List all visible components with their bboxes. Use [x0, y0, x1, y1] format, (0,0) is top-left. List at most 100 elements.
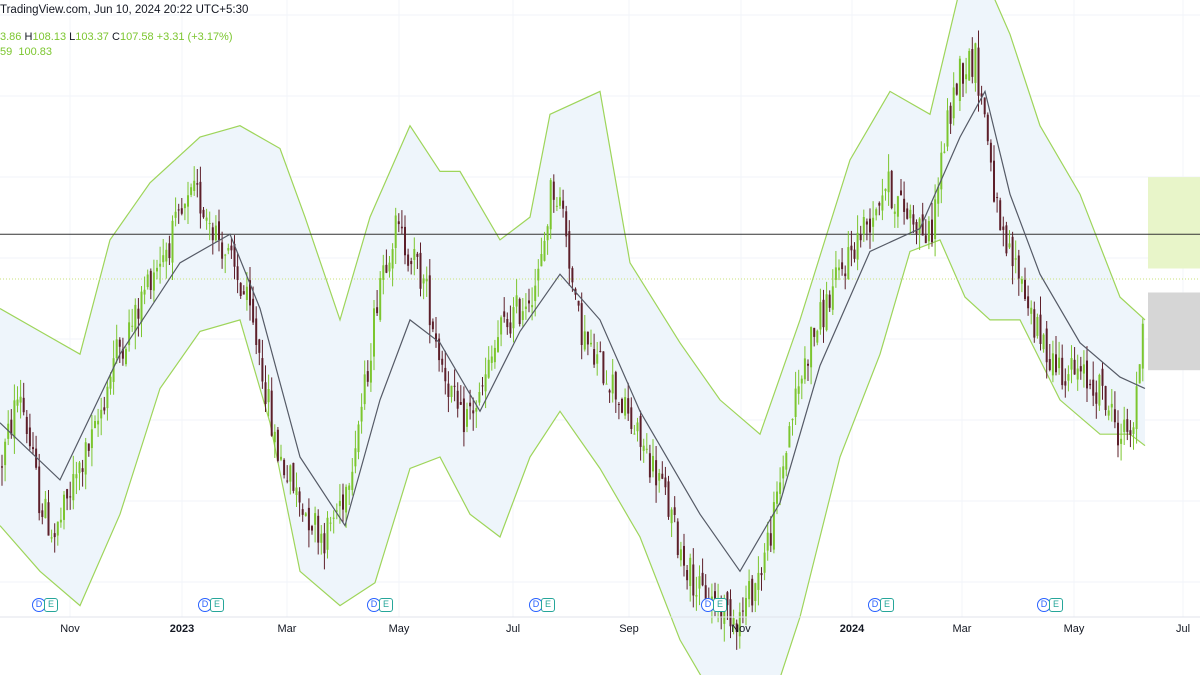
- candle-body: [887, 171, 890, 193]
- candle-body: [841, 262, 844, 270]
- earnings-icon[interactable]: E: [44, 598, 58, 612]
- candle-body: [1138, 364, 1141, 384]
- candle-body: [1141, 323, 1144, 369]
- candle-body: [348, 485, 351, 490]
- candle-body: [1030, 307, 1033, 314]
- candle-body: [363, 374, 366, 405]
- candle-body: [357, 424, 360, 453]
- candle-body: [667, 481, 670, 517]
- candle-body: [351, 471, 354, 491]
- candle-body: [47, 502, 50, 536]
- earnings-icon[interactable]: E: [1049, 598, 1063, 612]
- candle-body: [171, 220, 174, 263]
- candle-body: [965, 74, 968, 80]
- candle-body: [103, 407, 106, 411]
- candle-body: [1067, 374, 1070, 381]
- candle-body: [329, 522, 332, 524]
- candle-body: [183, 203, 186, 209]
- candle-body: [1005, 225, 1008, 254]
- indicator-value-2: 100.83: [18, 46, 53, 58]
- candle-body: [624, 397, 627, 416]
- dividend-icon[interactable]: D: [868, 598, 882, 612]
- candle-body: [676, 521, 679, 556]
- candle-body: [280, 456, 282, 460]
- candle-body: [999, 200, 1002, 231]
- candle-body: [729, 599, 732, 627]
- candle-body: [952, 87, 955, 119]
- candle-body: [90, 429, 93, 449]
- candle-body: [803, 358, 806, 380]
- candle-body: [1098, 374, 1101, 406]
- candle-body: [745, 597, 747, 618]
- candle-body: [859, 234, 862, 241]
- earnings-icon[interactable]: E: [880, 598, 894, 612]
- target-zone[interactable]: [1148, 177, 1200, 269]
- candle-body: [797, 386, 800, 394]
- candle-body: [869, 218, 871, 233]
- candle-body: [521, 311, 524, 321]
- candle-body: [475, 408, 478, 412]
- candle-body: [295, 487, 298, 496]
- candle-body: [487, 359, 490, 378]
- candle-body: [611, 374, 614, 394]
- candle-body: [125, 348, 127, 365]
- candle-body: [986, 114, 989, 142]
- candle-body: [540, 254, 543, 267]
- candle-body: [1089, 383, 1092, 386]
- candle-body: [258, 339, 261, 353]
- candle-body: [400, 226, 403, 229]
- earnings-icon[interactable]: E: [713, 598, 727, 612]
- candle-body: [1101, 368, 1104, 386]
- candle-body: [404, 226, 406, 256]
- candle-body: [419, 252, 422, 289]
- time-axis-label: Nov: [731, 623, 751, 635]
- candle-body: [1123, 419, 1126, 433]
- candle-body: [757, 572, 760, 590]
- candle-body: [673, 507, 676, 515]
- candle-body: [1126, 419, 1129, 432]
- candle-body: [84, 442, 87, 475]
- candle-body: [562, 200, 565, 209]
- candle-body: [1132, 427, 1135, 434]
- candle-body: [1113, 409, 1116, 423]
- candle-body: [593, 349, 596, 365]
- earnings-icon[interactable]: E: [379, 598, 393, 612]
- candle-body: [444, 367, 447, 382]
- candle-body: [425, 278, 428, 282]
- candle-body: [927, 221, 930, 242]
- candle-body: [345, 486, 348, 513]
- candle-body: [376, 307, 379, 314]
- candle-body: [1135, 386, 1138, 430]
- candle-body: [314, 513, 317, 525]
- candle-body: [326, 517, 329, 550]
- candle-body: [4, 441, 7, 466]
- earnings-icon[interactable]: E: [210, 598, 224, 612]
- candle-body: [583, 331, 586, 350]
- candle-body: [993, 160, 995, 202]
- candle-body: [506, 318, 509, 328]
- earnings-icon[interactable]: E: [541, 598, 555, 612]
- candle-body: [1061, 357, 1064, 386]
- candle-body: [850, 245, 853, 251]
- candle-body: [320, 533, 323, 543]
- dividend-icon[interactable]: D: [701, 598, 715, 612]
- candle-body: [1110, 403, 1113, 408]
- candle-body: [1076, 368, 1079, 380]
- candle-body: [311, 526, 313, 531]
- candle-body: [875, 209, 878, 216]
- candle-body: [490, 356, 493, 363]
- candle-body: [373, 308, 375, 357]
- candle-body: [1079, 366, 1082, 372]
- candle-body: [118, 339, 121, 347]
- candle-body: [627, 398, 630, 414]
- candle-body: [639, 415, 642, 447]
- candle-body: [921, 214, 924, 236]
- stop-zone[interactable]: [1148, 292, 1200, 371]
- candle-body: [735, 623, 738, 633]
- candle-body: [962, 63, 964, 84]
- candle-body: [996, 197, 999, 199]
- indicator-readout: 59 100.83: [0, 46, 52, 58]
- dividend-icon[interactable]: D: [367, 598, 381, 612]
- candle-body: [590, 342, 592, 345]
